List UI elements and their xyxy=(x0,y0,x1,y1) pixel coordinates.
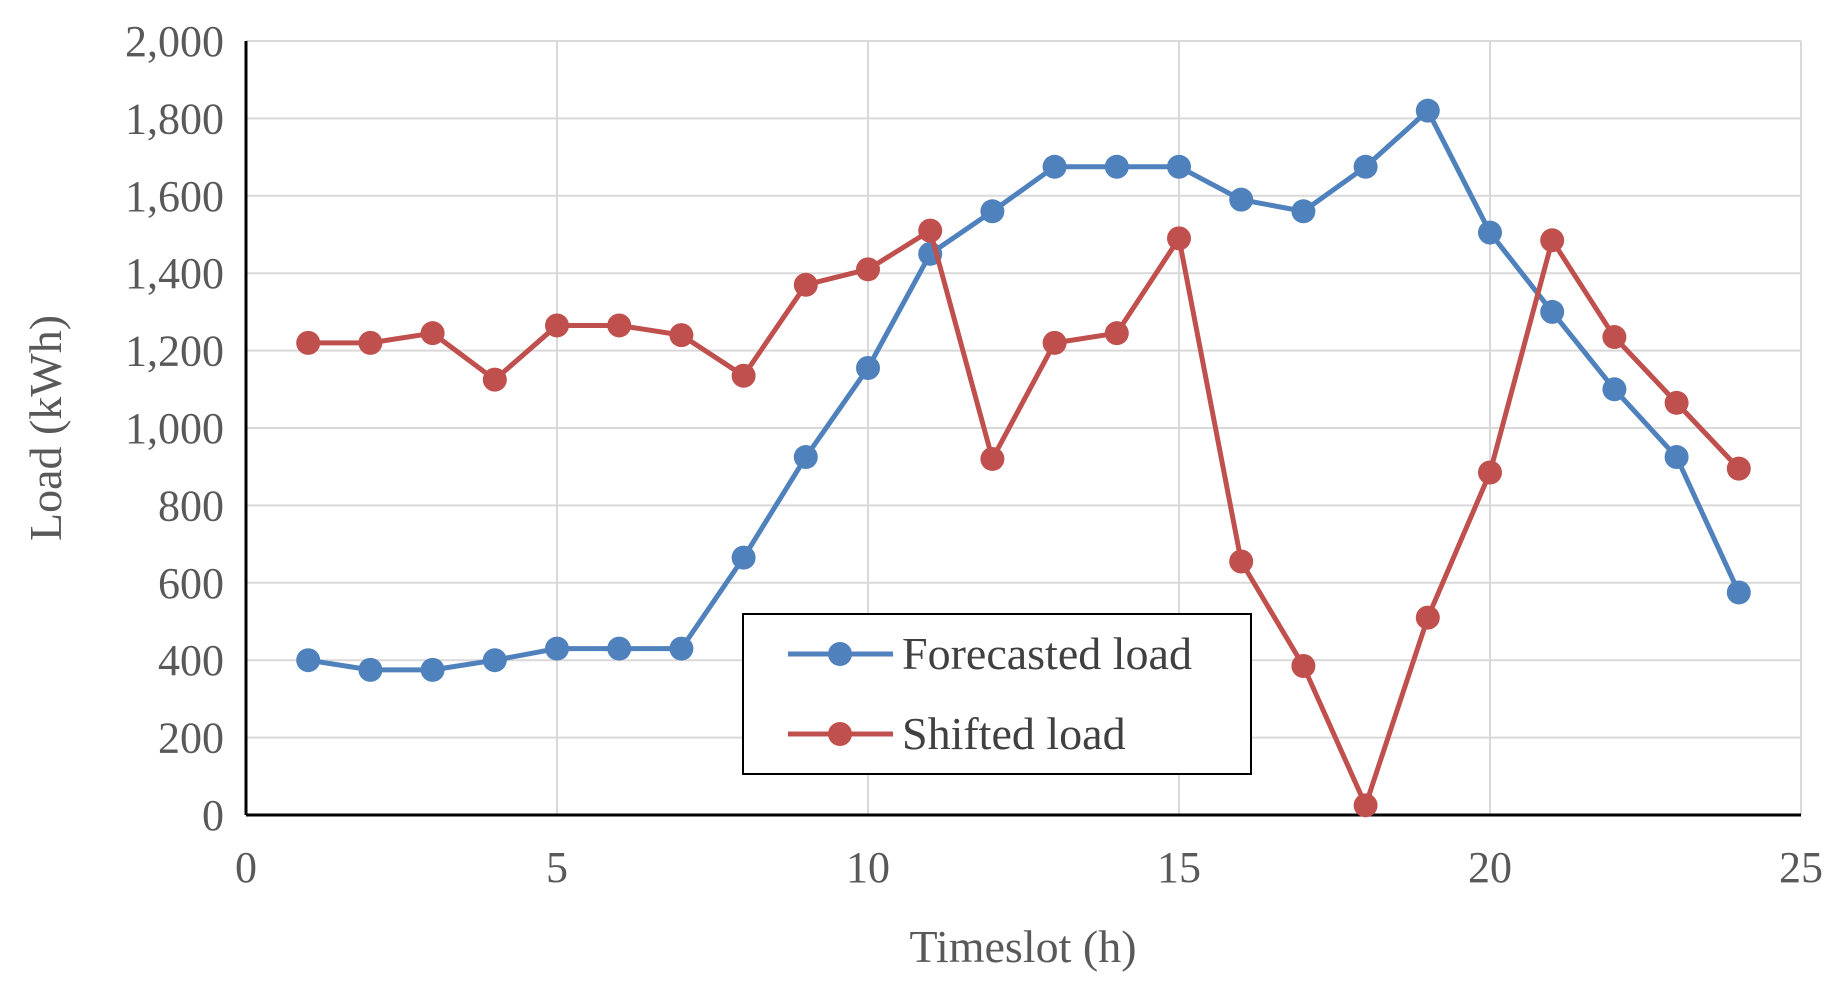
data-point-forecasted-load xyxy=(1664,445,1689,470)
data-point-shifted-load xyxy=(482,367,507,392)
legend-label-shifted: Shifted load xyxy=(902,708,1126,759)
y-tick-label: 0 xyxy=(202,791,224,840)
y-tick-label: 800 xyxy=(158,481,224,530)
x-tick-label: 25 xyxy=(1779,843,1823,892)
data-point-shifted-load xyxy=(296,330,321,355)
data-point-shifted-load xyxy=(731,363,756,388)
x-tick-label: 5 xyxy=(546,843,568,892)
x-tick-label: 20 xyxy=(1468,843,1512,892)
legend: Forecasted load Shifted load xyxy=(742,613,1252,775)
data-point-shifted-load xyxy=(856,257,880,282)
data-point-shifted-load xyxy=(980,446,1005,471)
series-layer xyxy=(296,98,1751,818)
data-point-forecasted-load xyxy=(1042,154,1067,179)
data-point-forecasted-load xyxy=(1353,154,1378,179)
y-tick-label: 600 xyxy=(158,559,224,608)
data-point-forecasted-load xyxy=(1478,220,1502,245)
data-point-forecasted-load xyxy=(482,648,507,673)
axes xyxy=(244,41,1801,817)
data-point-forecasted-load xyxy=(1229,187,1254,212)
data-point-shifted-load xyxy=(1726,456,1751,481)
y-tick-label: 1,400 xyxy=(125,249,224,298)
data-point-forecasted-load xyxy=(1291,199,1316,224)
data-point-shifted-load xyxy=(545,313,569,338)
series-line-forecasted-load xyxy=(307,108,1742,673)
tick-labels: 02004006008001,0001,2001,4001,6001,8002,… xyxy=(125,17,1823,892)
data-point-forecasted-load xyxy=(980,199,1005,224)
data-point-shifted-load xyxy=(1664,390,1689,415)
data-point-forecasted-load xyxy=(856,356,880,381)
x-tick-label: 0 xyxy=(235,843,257,892)
data-point-forecasted-load xyxy=(1167,154,1191,179)
legend-box xyxy=(742,613,1252,775)
data-point-forecasted-load xyxy=(545,636,569,661)
data-point-shifted-load xyxy=(607,313,632,338)
legend-marker-forecasted xyxy=(828,642,852,666)
data-point-shifted-load xyxy=(1478,460,1502,485)
data-point-shifted-load xyxy=(1167,226,1191,251)
data-point-forecasted-load xyxy=(793,445,818,470)
data-point-forecasted-load xyxy=(1104,154,1129,179)
data-point-shifted-load xyxy=(1229,549,1254,574)
legend-label-forecasted: Forecasted load xyxy=(902,628,1192,679)
data-point-shifted-load xyxy=(1104,321,1129,346)
y-tick-label: 1,800 xyxy=(125,94,224,143)
data-point-forecasted-load xyxy=(1602,377,1627,402)
data-point-shifted-load xyxy=(1540,228,1565,253)
data-point-shifted-load xyxy=(1353,793,1378,818)
grid xyxy=(246,40,1802,815)
data-point-shifted-load xyxy=(420,321,445,346)
x-tick-label: 10 xyxy=(846,843,890,892)
x-tick-label: 15 xyxy=(1157,843,1201,892)
data-point-forecasted-load xyxy=(1415,98,1440,123)
data-point-forecasted-load xyxy=(669,636,694,661)
y-tick-label: 400 xyxy=(158,636,224,685)
y-tick-label: 1,600 xyxy=(125,172,224,221)
data-point-forecasted-load xyxy=(607,636,632,661)
y-tick-label: 2,000 xyxy=(125,17,224,66)
legend-marker-shifted xyxy=(828,722,852,746)
y-tick-label: 1,200 xyxy=(125,327,224,376)
data-point-shifted-load xyxy=(669,323,694,348)
data-point-shifted-load xyxy=(1415,605,1440,630)
data-point-forecasted-load xyxy=(731,545,756,570)
x-axis-title: Timeslot (h) xyxy=(909,921,1136,972)
data-point-forecasted-load xyxy=(296,648,321,673)
data-point-forecasted-load xyxy=(358,657,383,682)
y-axis-title: Load (kWh) xyxy=(20,315,71,541)
series-line-shifted-load xyxy=(308,228,1741,808)
data-point-shifted-load xyxy=(793,272,818,297)
y-tick-label: 1,000 xyxy=(125,404,224,453)
data-point-shifted-load xyxy=(358,330,383,355)
data-point-shifted-load xyxy=(1602,325,1627,350)
data-point-shifted-load xyxy=(1042,330,1067,355)
data-point-forecasted-load xyxy=(420,657,445,682)
data-point-forecasted-load xyxy=(1726,580,1751,605)
data-point-shifted-load xyxy=(918,218,943,243)
data-point-forecasted-load xyxy=(1540,299,1565,324)
y-tick-label: 200 xyxy=(158,714,224,763)
data-point-shifted-load xyxy=(1291,654,1316,679)
